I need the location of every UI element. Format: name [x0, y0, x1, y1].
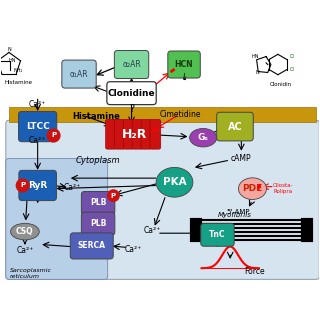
Text: AC: AC	[228, 122, 242, 132]
FancyBboxPatch shape	[62, 60, 96, 88]
Text: Gₛ: Gₛ	[198, 133, 209, 142]
Text: cAMP: cAMP	[231, 154, 252, 163]
Text: Cilosta-
Rolipra: Cilosta- Rolipra	[273, 183, 294, 194]
Text: PDE: PDE	[242, 184, 263, 193]
Text: PLB: PLB	[90, 219, 106, 228]
Text: P: P	[111, 193, 116, 199]
Ellipse shape	[190, 129, 217, 147]
Text: Cytoplasm: Cytoplasm	[76, 156, 120, 165]
Text: Histamine: Histamine	[73, 112, 121, 121]
FancyBboxPatch shape	[114, 51, 149, 78]
Text: HN: HN	[252, 54, 259, 59]
Circle shape	[108, 190, 119, 201]
FancyBboxPatch shape	[107, 82, 156, 105]
Text: N: N	[8, 47, 12, 52]
Text: Myofibrils: Myofibrils	[218, 212, 252, 218]
Text: P: P	[51, 132, 56, 139]
Text: α₂AR: α₂AR	[122, 60, 141, 69]
FancyBboxPatch shape	[6, 120, 319, 279]
Text: H₂R: H₂R	[122, 128, 148, 141]
Text: CSQ: CSQ	[16, 227, 34, 236]
Text: α₁AR: α₁AR	[70, 69, 88, 79]
Text: NH₂: NH₂	[13, 68, 23, 73]
Text: Ca²⁺: Ca²⁺	[64, 183, 81, 192]
Text: Cl: Cl	[289, 67, 294, 72]
FancyBboxPatch shape	[201, 223, 234, 246]
FancyBboxPatch shape	[168, 51, 200, 78]
FancyBboxPatch shape	[70, 233, 113, 259]
Text: Ca²⁺: Ca²⁺	[144, 226, 161, 235]
Bar	[9, 107, 316, 122]
Text: ?: ?	[130, 104, 135, 114]
FancyBboxPatch shape	[81, 212, 115, 235]
Ellipse shape	[238, 178, 267, 199]
Text: HCN: HCN	[175, 60, 193, 69]
FancyBboxPatch shape	[6, 158, 108, 279]
Circle shape	[47, 129, 60, 142]
FancyBboxPatch shape	[19, 111, 57, 142]
Text: Cimetidine: Cimetidine	[160, 110, 202, 119]
FancyBboxPatch shape	[141, 119, 152, 149]
Text: N: N	[255, 70, 259, 75]
FancyBboxPatch shape	[132, 119, 143, 149]
Text: LTCC: LTCC	[26, 122, 50, 131]
FancyBboxPatch shape	[106, 119, 116, 149]
Text: Ca²⁺: Ca²⁺	[16, 246, 34, 255]
Text: P: P	[20, 182, 25, 188]
FancyBboxPatch shape	[19, 170, 56, 201]
Ellipse shape	[11, 223, 39, 240]
FancyBboxPatch shape	[150, 119, 161, 149]
FancyBboxPatch shape	[123, 119, 134, 149]
Ellipse shape	[156, 167, 193, 197]
Text: Ca²⁺: Ca²⁺	[124, 244, 142, 254]
Text: Ca²⁺: Ca²⁺	[29, 136, 46, 145]
FancyBboxPatch shape	[81, 191, 115, 214]
Text: Ca²⁺: Ca²⁺	[29, 100, 46, 109]
FancyBboxPatch shape	[217, 112, 253, 141]
Text: SERCA: SERCA	[78, 241, 106, 251]
Circle shape	[16, 179, 29, 192]
Text: RyR: RyR	[28, 181, 47, 190]
Text: Clonidin: Clonidin	[270, 82, 292, 87]
Text: Iₜ: Iₜ	[183, 73, 187, 82]
Text: Sarcoplasmic
reticulum: Sarcoplasmic reticulum	[10, 268, 52, 279]
Text: PLB: PLB	[90, 198, 106, 207]
Text: HN: HN	[8, 58, 16, 63]
Text: Clonidine: Clonidine	[108, 89, 155, 98]
Text: Cl: Cl	[289, 54, 294, 59]
Text: TnC: TnC	[209, 230, 226, 239]
Text: Histamine: Histamine	[4, 80, 33, 84]
Text: PKA: PKA	[163, 177, 186, 187]
Text: Force: Force	[244, 267, 264, 276]
FancyBboxPatch shape	[114, 119, 125, 149]
Text: 5'-AMP: 5'-AMP	[227, 209, 250, 215]
